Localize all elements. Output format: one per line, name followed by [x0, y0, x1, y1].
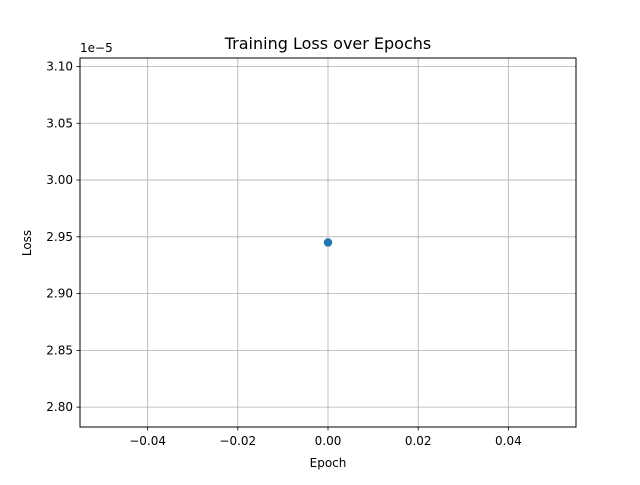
y-axis-label: Loss — [20, 230, 34, 256]
y-tick-label: 2.90 — [46, 287, 73, 301]
y-tick-label: 3.05 — [46, 116, 73, 130]
y-tick-label: 2.95 — [46, 230, 73, 244]
plot-frame — [79, 57, 577, 428]
ticks-layer: −0.04 −0.02 0.00 0.02 0.04 2.80 2.85 2.90 2.95 3.… — [46, 60, 521, 448]
x-tick-label: −0.04 — [129, 434, 166, 448]
y-offset-label: 1e−5 — [80, 41, 113, 55]
x-tick-label: 0.00 — [315, 434, 342, 448]
x-axis-label: Epoch — [310, 456, 347, 470]
grid-layer — [80, 58, 576, 427]
data-layer — [323, 238, 333, 247]
y-tick-label: 3.10 — [46, 60, 73, 74]
data-point — [323, 238, 333, 247]
x-tick-label: 0.02 — [405, 434, 432, 448]
x-tick-label: 0.04 — [495, 434, 522, 448]
y-tick-label: 2.85 — [46, 343, 73, 357]
y-tick-label: 3.00 — [46, 173, 73, 187]
chart-title: Training Loss over Epochs — [224, 34, 432, 53]
x-tick-label: −0.02 — [219, 434, 256, 448]
y-tick-label: 2.80 — [46, 400, 73, 414]
